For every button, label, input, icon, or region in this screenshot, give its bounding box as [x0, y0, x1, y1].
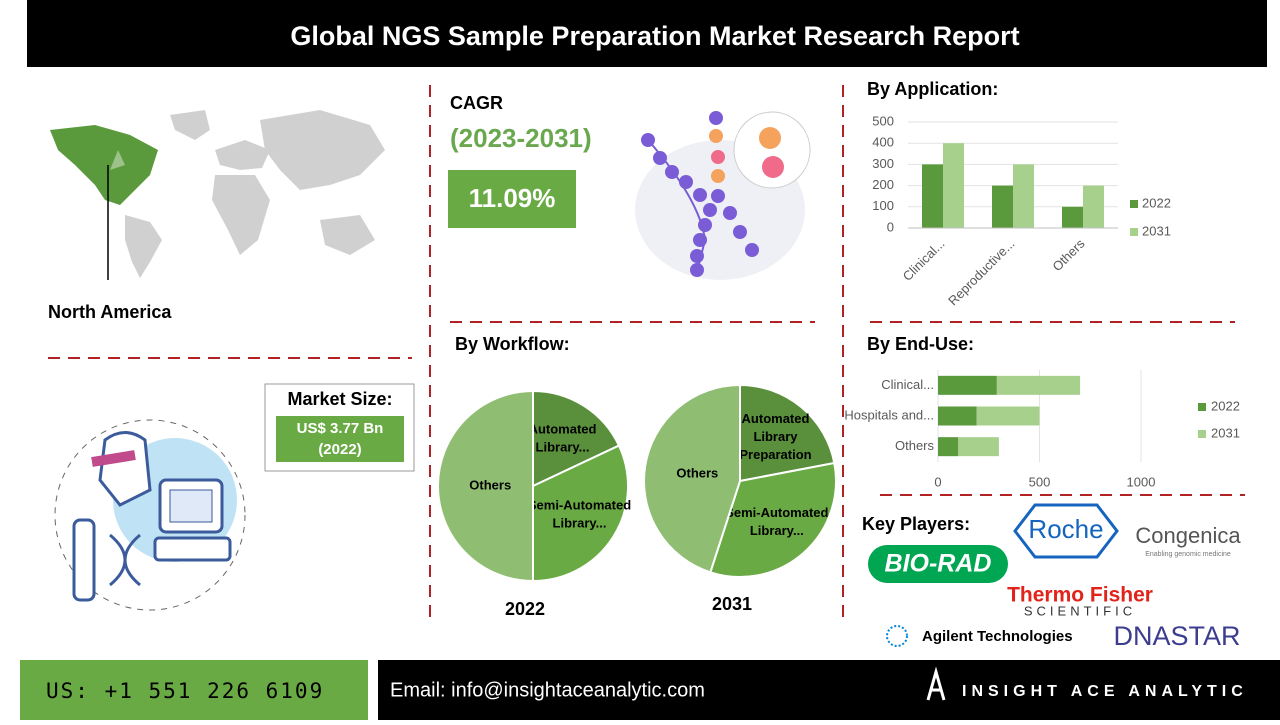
market-size-title: Market Size: — [287, 389, 392, 409]
slice-label: Automated Library Preparation — [739, 412, 811, 463]
x-tick-label: Reproductive... — [945, 236, 1017, 308]
bar — [922, 164, 943, 228]
bar — [1013, 164, 1034, 228]
logo: Agilent Technologies — [922, 628, 1073, 645]
brand: INSIGHT ACE ANALYTIC — [962, 683, 1248, 700]
logo: BIO-RAD — [885, 550, 992, 578]
market-size-year: (2022) — [318, 441, 361, 458]
logos: BIO-RAD Roche Congenica Enabling genomic… — [868, 503, 1241, 651]
y-tick-label: 200 — [872, 177, 894, 192]
key-players-title: Key Players: — [862, 514, 970, 534]
x-tick-label: Others — [1049, 236, 1088, 275]
bar-segment — [958, 437, 999, 457]
bar — [1062, 206, 1083, 228]
bar — [992, 185, 1013, 228]
pie-year: 2022 — [505, 599, 545, 619]
slice-label: Semi-Automated Library... — [528, 498, 631, 531]
dna-illustration — [635, 111, 811, 280]
logo-mark — [886, 625, 908, 647]
application-title: By Application: — [867, 79, 998, 99]
pie-slice — [437, 389, 534, 583]
slice-label: Automated Library... — [529, 422, 597, 455]
x-tick-label: 1000 — [1127, 474, 1156, 489]
slice-label: Others — [676, 466, 718, 481]
pie-slice — [532, 444, 629, 583]
legend-swatch — [1198, 403, 1206, 411]
workflow-title: By Workflow: — [455, 334, 570, 354]
pie-slice — [643, 383, 741, 574]
bar-segment — [996, 375, 1081, 395]
bar — [943, 143, 964, 228]
y-tick-label: 100 — [872, 198, 894, 213]
world-map — [50, 110, 385, 280]
cagr-period: (2023-2031) — [450, 123, 592, 153]
end-use-title: By End-Use: — [867, 334, 974, 354]
legend-swatch — [1130, 200, 1138, 208]
y-tick-label: Clinical... — [881, 377, 934, 392]
region-label: North America — [48, 302, 172, 322]
y-tick-label: Others — [895, 438, 935, 453]
x-tick-label: Clinical... — [900, 236, 948, 284]
cagr-value: 11.09% — [469, 183, 556, 213]
legend-label: 2031 — [1142, 223, 1171, 238]
y-tick-label: 300 — [872, 156, 894, 171]
legend-swatch — [1198, 430, 1206, 438]
legend-swatch — [1130, 228, 1138, 236]
y-tick-label: Hospitals and... — [844, 407, 934, 422]
y-tick-label: 0 — [887, 219, 894, 234]
logo: Congenica — [1135, 523, 1241, 548]
cagr-title: CAGR — [450, 93, 503, 113]
slice-label: Others — [469, 477, 511, 492]
x-tick-label: 0 — [934, 474, 941, 489]
lab-illustration — [54, 419, 246, 611]
logo-sub: SCIENTIFIC — [1024, 603, 1136, 618]
logo-frame — [1013, 503, 1119, 559]
cagr-badge — [448, 170, 576, 228]
legend-label: 2022 — [1211, 398, 1240, 413]
logo-badge — [868, 545, 1008, 583]
bar-segment — [938, 406, 977, 426]
market-size-badge — [276, 416, 404, 462]
pie-slice — [709, 461, 837, 578]
pie-slice — [739, 383, 836, 483]
brand-mark — [926, 666, 946, 701]
logo: Roche — [1028, 514, 1103, 544]
email: Email: info@insightaceanalytic.com — [390, 679, 705, 701]
slice-label: Semi-Automated Library... — [725, 505, 828, 538]
logo-tagline: Enabling genomic medicine — [1145, 551, 1231, 558]
y-tick-label: 500 — [872, 113, 894, 128]
legend-label: 2031 — [1211, 425, 1240, 440]
logo: Thermo Fisher — [1007, 584, 1153, 607]
bar-segment — [938, 375, 997, 395]
header-bar — [27, 0, 1267, 67]
market-size-value: US$ 3.77 Bn — [297, 420, 384, 437]
pie-year: 2031 — [712, 594, 752, 614]
phone: US: +1 551 226 6109 — [46, 679, 324, 703]
y-tick-label: 400 — [872, 135, 894, 150]
x-tick-label: 500 — [1029, 474, 1051, 489]
footer-phone-box — [20, 660, 368, 720]
bar-segment — [976, 406, 1040, 426]
pie-slice — [532, 389, 621, 488]
bar-segment — [938, 437, 959, 457]
footer-bar — [378, 660, 1280, 720]
title: Global NGS Sample Preparation Market Res… — [290, 21, 1019, 51]
logo: DNASTAR — [1113, 621, 1240, 651]
legend-label: 2022 — [1142, 195, 1171, 210]
bar — [1083, 185, 1104, 228]
